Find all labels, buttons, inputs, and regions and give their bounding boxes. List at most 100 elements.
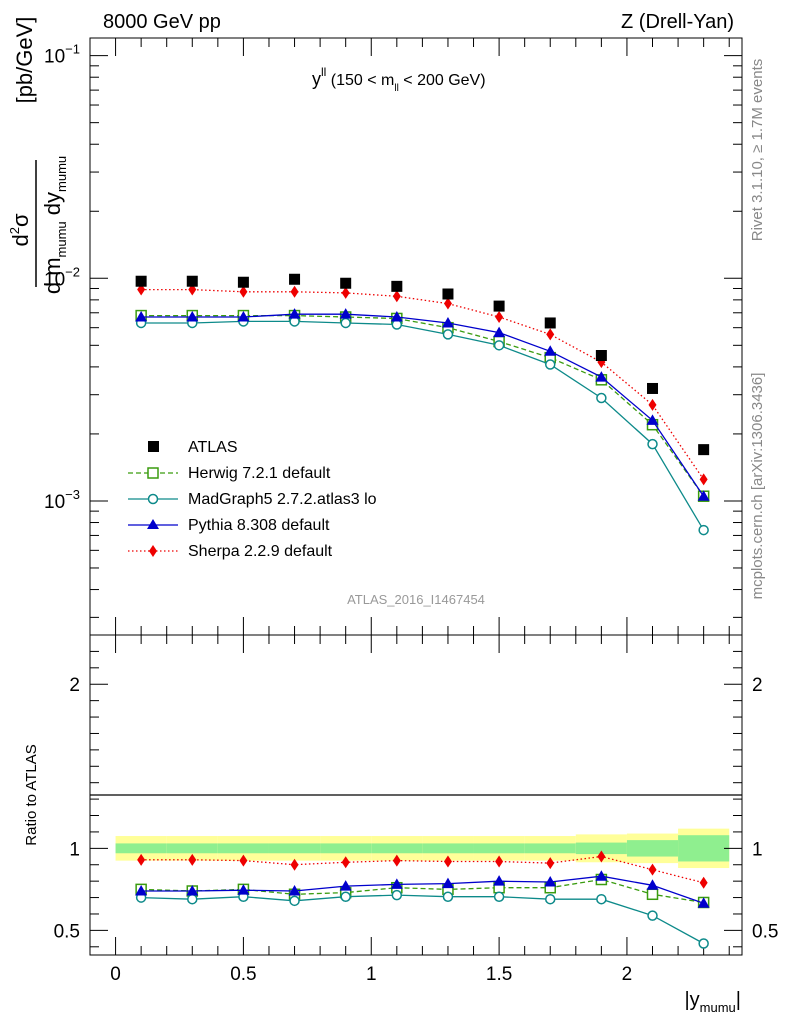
y-label-numerator: d2σ — [7, 213, 33, 246]
legend-marker-atlas — [148, 441, 159, 452]
x-tick-label: 2 — [622, 964, 633, 985]
ratio-y-tick-label: 0.5 — [54, 921, 80, 942]
data-point-pythia — [493, 875, 506, 886]
header-left: 8000 GeV pp — [103, 11, 221, 33]
header-right: Z (Drell-Yan) — [621, 11, 734, 33]
series-line-pythia — [141, 313, 705, 497]
ratio-band-inner — [217, 843, 269, 854]
data-point-sherpa — [137, 853, 146, 866]
data-point-pythia — [186, 311, 199, 322]
data-point-pythia — [186, 885, 199, 896]
mcplots-label: mcplots.cern.ch [arXiv:1306.3436] — [749, 373, 766, 600]
legend-marker-sherpa — [149, 545, 157, 557]
data-point-atlas — [595, 350, 607, 362]
main-y-tick-label: 10−2 — [44, 264, 80, 290]
y-label-dm: d m — [40, 257, 65, 294]
data-point-sherpa — [597, 850, 606, 863]
data-point-sherpa — [648, 398, 657, 411]
y-label-units: [pb/GeV] — [12, 17, 37, 104]
main-y-tick-base: 10 — [44, 492, 65, 513]
y-label-denominator: d mmumu dymumu — [40, 156, 69, 294]
data-point-madgraph — [187, 893, 198, 905]
series-line-herwig — [141, 314, 705, 497]
data-point-pythia — [390, 878, 403, 889]
data-point-madgraph — [289, 895, 300, 907]
data-point-pythia — [339, 308, 352, 319]
main-series-layer — [135, 273, 710, 536]
data-point-atlas — [493, 300, 505, 312]
data-point-atlas — [647, 382, 659, 394]
data-point-sherpa — [699, 876, 708, 889]
data-point-madgraph — [442, 891, 454, 902]
y-axis-label: d2σ d mmumu dymumu [pb/GeV] — [7, 17, 69, 295]
y-label-d: d — [8, 234, 33, 246]
plot-title-sup: ll — [321, 65, 326, 79]
y-label-sigma: σ — [8, 213, 33, 227]
ratio-band-inner — [371, 843, 423, 854]
data-point-madgraph — [391, 889, 403, 901]
data-point-sherpa — [546, 857, 555, 870]
ratio-band-inner — [473, 843, 525, 854]
ratio-band-inner — [575, 842, 627, 855]
data-point-madgraph — [340, 891, 351, 902]
data-point-sherpa — [392, 290, 401, 303]
y-label-sub2: mumu — [54, 156, 69, 192]
x-label-sub: mumu — [700, 1000, 736, 1015]
data-point-madgraph — [544, 359, 556, 370]
data-point-sherpa — [699, 473, 708, 486]
data-point-madgraph — [647, 910, 658, 921]
y-label-dy: dy — [40, 192, 65, 221]
x-label-close: | — [736, 989, 741, 1011]
rivet-label: Rivet 3.1.10, ≥ 1.7M events — [749, 59, 766, 242]
data-point-atlas — [544, 317, 556, 329]
series-line-herwig — [141, 878, 704, 904]
data-point-sherpa — [443, 855, 452, 868]
plot-title-range-pre: (150 < m — [326, 72, 394, 89]
ratio-y-tick-label-right: 2 — [752, 675, 763, 696]
main-y-tick-exp: −2 — [65, 264, 80, 279]
data-point-pythia — [237, 311, 250, 322]
legend-label-atlas: ATLAS — [188, 439, 238, 456]
y-label-exp: 2 — [7, 227, 22, 234]
main-y-tick-exp: −3 — [65, 487, 80, 502]
ratio-panel: 0.5 0.5 1 1 2 2 0 0.5 1 1.5 2 — [54, 634, 778, 985]
x-tick-label: 0.5 — [230, 964, 256, 985]
ratio-y-tick-label-right: 1 — [752, 839, 763, 860]
data-point-atlas — [186, 275, 198, 287]
data-point-pythia — [135, 885, 148, 896]
data-point-pythia — [697, 897, 710, 908]
ratio-band-inner — [268, 843, 321, 854]
data-point-madgraph — [442, 329, 454, 340]
series-line-madgraph — [141, 320, 705, 531]
data-point-madgraph — [596, 392, 607, 404]
data-point-pythia — [544, 875, 557, 887]
ratio-band-inner — [166, 843, 218, 854]
ratio-series-layer — [135, 850, 710, 949]
data-point-pythia — [544, 345, 557, 356]
ratio-band-inner — [422, 843, 474, 854]
data-point-sherpa — [341, 286, 350, 299]
x-label-open: |y — [684, 989, 699, 1011]
data-point-sherpa — [546, 328, 555, 341]
data-point-madgraph — [698, 938, 709, 949]
data-point-sherpa — [443, 297, 452, 310]
plot-title-range-sub: ll — [394, 83, 398, 94]
data-point-pythia — [595, 870, 608, 881]
legend-marker-herwig — [147, 467, 159, 479]
data-point-sherpa — [290, 858, 299, 871]
data-point-madgraph — [493, 891, 505, 902]
data-point-sherpa — [239, 285, 248, 298]
data-point-atlas — [289, 273, 301, 285]
ratio-band-inner — [320, 843, 372, 854]
plot-title: yll (150 < mll < 200 GeV) — [312, 65, 486, 94]
ratio-band-inner — [524, 843, 576, 854]
legend: ATLAS Herwig 7.2.1 default MadGraph5 2.7… — [128, 439, 377, 560]
main-y-tick-base: 10 — [44, 269, 65, 290]
analysis-id: ATLAS_2016_I1467454 — [347, 592, 485, 607]
data-point-pythia — [390, 311, 403, 322]
legend-label-herwig: Herwig 7.2.1 default — [188, 465, 331, 482]
data-point-sherpa — [341, 856, 350, 869]
data-point-madgraph — [596, 893, 607, 905]
data-point-atlas — [135, 275, 147, 287]
ratio-band-inner — [678, 835, 730, 862]
